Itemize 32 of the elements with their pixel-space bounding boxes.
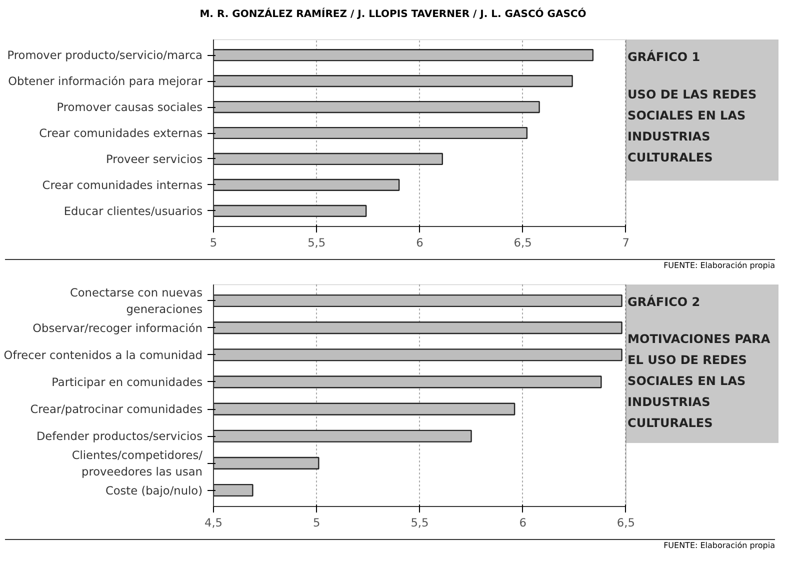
x-tick-label: 5,5 bbox=[410, 516, 429, 530]
y-tick-label: Coste (bajo/nulo) bbox=[105, 483, 203, 498]
x-tick-label: 6 bbox=[416, 236, 424, 250]
text: GRÁFICO 2 bbox=[628, 294, 700, 310]
x-tick-label: 4,5 bbox=[204, 516, 223, 530]
source-note: FUENTE: Elaboración propia bbox=[5, 259, 775, 272]
x-tick-label: 6,5 bbox=[616, 516, 635, 530]
text: MOTIVACIONES PARA EL USO DE REDES SOCIALES EN LAS INDUSTRIAS CULTURALES bbox=[628, 332, 771, 430]
y-tick-label: Defender productos/servicios bbox=[36, 429, 203, 444]
y-tick-label: Promover producto/servicio/marca bbox=[7, 48, 203, 62]
y-tick-label: Observar/recoger información bbox=[32, 320, 203, 335]
text: M. R. GONZÁLEZ RAMÍREZ / J. LLOPIS TAVERNER / J. L. GASCÓ GASCÓ bbox=[198, 8, 588, 22]
text: GRÁFICO 1 bbox=[628, 49, 700, 64]
y-tick-label: Conectarse con nuevas generaciones bbox=[70, 285, 203, 316]
x-tick-label: 7 bbox=[622, 236, 630, 250]
x-tick-label: 6,5 bbox=[514, 236, 532, 250]
y-tick-label: Educar clientes/usuarios bbox=[64, 204, 203, 218]
y-tick-label: Crear comunidades externas bbox=[39, 126, 203, 140]
source-note: FUENTE: Elaboración propia bbox=[5, 539, 775, 552]
y-tick-label: Obtener información para mejorar bbox=[8, 74, 203, 88]
y-tick-label: Clientes/competidores/ proveedores las usan bbox=[72, 448, 203, 479]
x-tick-label: 5 bbox=[313, 516, 320, 530]
y-tick-label: Participar en comunidades bbox=[52, 374, 203, 389]
y-tick-label: Ofrecer contenidos a la comunidad bbox=[4, 348, 203, 362]
y-tick-label: Promover causas sociales bbox=[56, 100, 203, 114]
y-tick-label: Crear comunidades internas bbox=[42, 178, 203, 192]
x-tick-label: 5 bbox=[210, 236, 218, 250]
y-tick-label: Proveer servicios bbox=[106, 152, 203, 166]
text: USO DE LAS REDES SOCIALES EN LAS INDUSTRIAS CULTURALES bbox=[628, 88, 757, 165]
x-tick-label: 6 bbox=[519, 516, 526, 530]
y-tick-label: Crear/patrocinar comunidades bbox=[30, 402, 203, 416]
x-tick-label: 5,5 bbox=[308, 236, 326, 250]
